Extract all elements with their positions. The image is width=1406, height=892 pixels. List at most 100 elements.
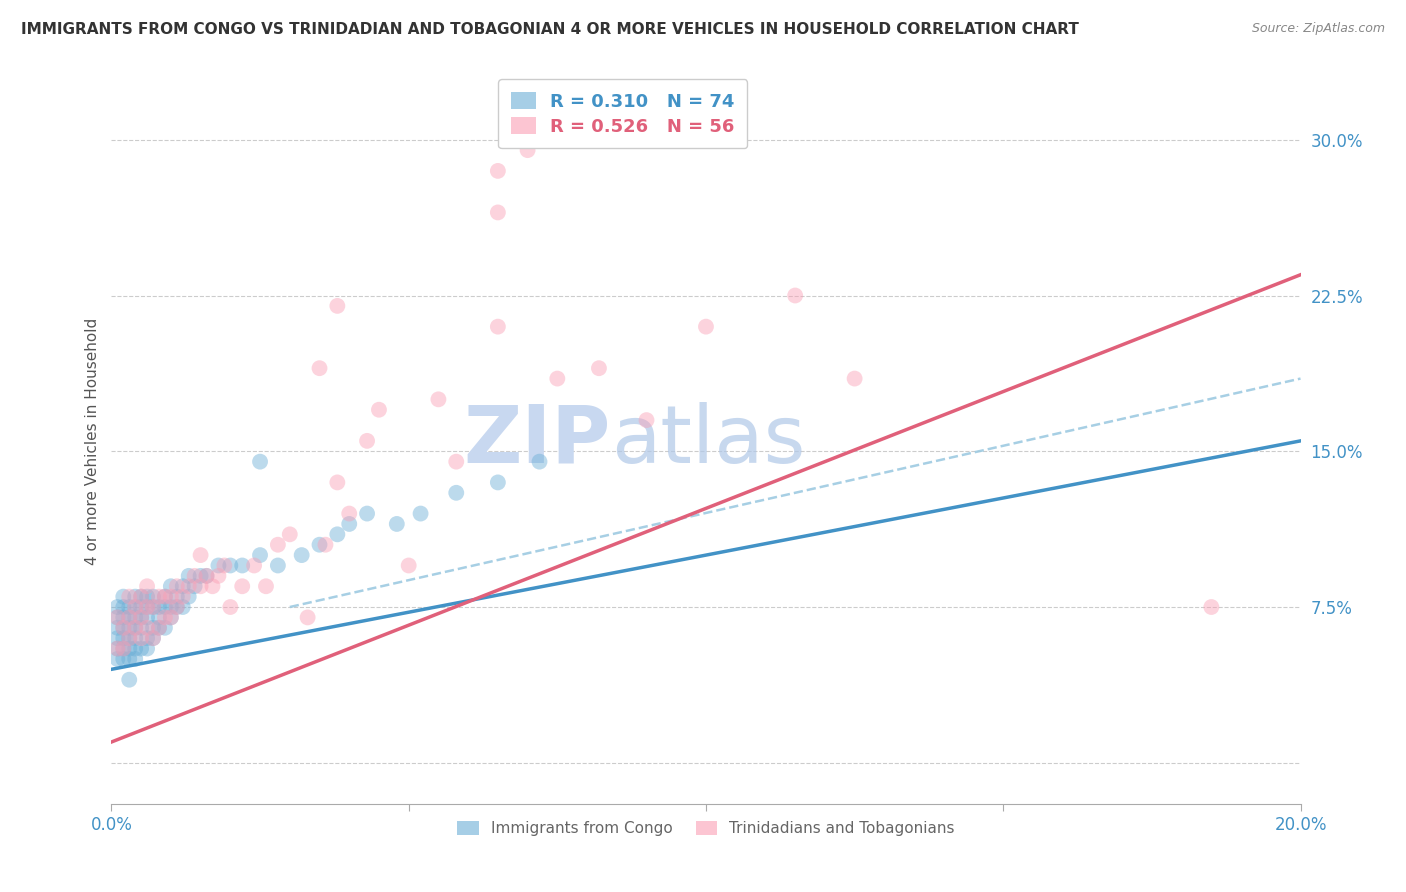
- Point: [112, 590, 135, 604]
- Point: [219, 600, 242, 615]
- Point: [153, 610, 176, 624]
- Point: [148, 621, 170, 635]
- Point: [243, 558, 266, 573]
- Y-axis label: 4 or more Vehicles in Household: 4 or more Vehicles in Household: [86, 318, 100, 565]
- Point: [124, 621, 146, 635]
- Point: [112, 600, 135, 615]
- Point: [166, 579, 188, 593]
- Point: [136, 641, 159, 656]
- Point: [105, 621, 128, 635]
- Point: [105, 641, 128, 656]
- Point: [291, 548, 314, 562]
- Point: [153, 590, 176, 604]
- Point: [160, 610, 183, 624]
- Point: [249, 548, 271, 562]
- Point: [124, 641, 146, 656]
- Point: [129, 610, 152, 624]
- Point: [368, 402, 391, 417]
- Point: [118, 652, 141, 666]
- Point: [118, 641, 141, 656]
- Text: IMMIGRANTS FROM CONGO VS TRINIDADIAN AND TOBAGONIAN 4 OR MORE VEHICLES IN HOUSEH: IMMIGRANTS FROM CONGO VS TRINIDADIAN AND…: [21, 22, 1078, 37]
- Point: [160, 600, 183, 615]
- Point: [118, 673, 141, 687]
- Point: [118, 621, 141, 635]
- Text: ZIP: ZIP: [464, 402, 610, 480]
- Legend: Immigrants from Congo, Trinidadians and Tobagonians: Immigrants from Congo, Trinidadians and …: [450, 814, 962, 844]
- Point: [267, 558, 290, 573]
- Point: [105, 631, 128, 645]
- Point: [172, 600, 194, 615]
- Point: [337, 507, 360, 521]
- Point: [529, 455, 551, 469]
- Point: [207, 569, 229, 583]
- Point: [118, 610, 141, 624]
- Point: [219, 558, 242, 573]
- Point: [129, 610, 152, 624]
- Point: [112, 641, 135, 656]
- Point: [118, 590, 141, 604]
- Point: [398, 558, 420, 573]
- Point: [105, 600, 128, 615]
- Point: [516, 143, 538, 157]
- Point: [142, 631, 165, 645]
- Point: [486, 205, 509, 219]
- Point: [153, 600, 176, 615]
- Point: [172, 579, 194, 593]
- Point: [124, 600, 146, 615]
- Point: [124, 610, 146, 624]
- Point: [446, 455, 468, 469]
- Point: [190, 579, 212, 593]
- Point: [124, 590, 146, 604]
- Point: [195, 569, 218, 583]
- Point: [129, 641, 152, 656]
- Point: [124, 652, 146, 666]
- Point: [142, 631, 165, 645]
- Point: [546, 371, 568, 385]
- Point: [267, 538, 290, 552]
- Point: [118, 610, 141, 624]
- Point: [190, 548, 212, 562]
- Point: [129, 621, 152, 635]
- Point: [142, 621, 165, 635]
- Point: [129, 631, 152, 645]
- Point: [129, 600, 152, 615]
- Point: [148, 621, 170, 635]
- Point: [124, 600, 146, 615]
- Point: [486, 164, 509, 178]
- Point: [129, 590, 152, 604]
- Point: [356, 434, 378, 448]
- Point: [118, 631, 141, 645]
- Point: [112, 621, 135, 635]
- Point: [278, 527, 301, 541]
- Point: [136, 600, 159, 615]
- Point: [136, 631, 159, 645]
- Point: [337, 516, 360, 531]
- Point: [142, 590, 165, 604]
- Point: [148, 600, 170, 615]
- Point: [1201, 600, 1223, 615]
- Point: [124, 621, 146, 635]
- Point: [142, 600, 165, 615]
- Point: [105, 641, 128, 656]
- Point: [177, 590, 200, 604]
- Point: [118, 600, 141, 615]
- Point: [409, 507, 432, 521]
- Point: [160, 579, 183, 593]
- Point: [201, 579, 224, 593]
- Point: [160, 610, 183, 624]
- Point: [297, 610, 319, 624]
- Point: [314, 538, 336, 552]
- Point: [136, 610, 159, 624]
- Point: [142, 600, 165, 615]
- Point: [308, 538, 330, 552]
- Point: [148, 590, 170, 604]
- Point: [172, 590, 194, 604]
- Point: [326, 475, 349, 490]
- Point: [112, 610, 135, 624]
- Text: Source: ZipAtlas.com: Source: ZipAtlas.com: [1251, 22, 1385, 36]
- Point: [326, 299, 349, 313]
- Point: [153, 621, 176, 635]
- Point: [636, 413, 658, 427]
- Point: [148, 610, 170, 624]
- Point: [183, 569, 205, 583]
